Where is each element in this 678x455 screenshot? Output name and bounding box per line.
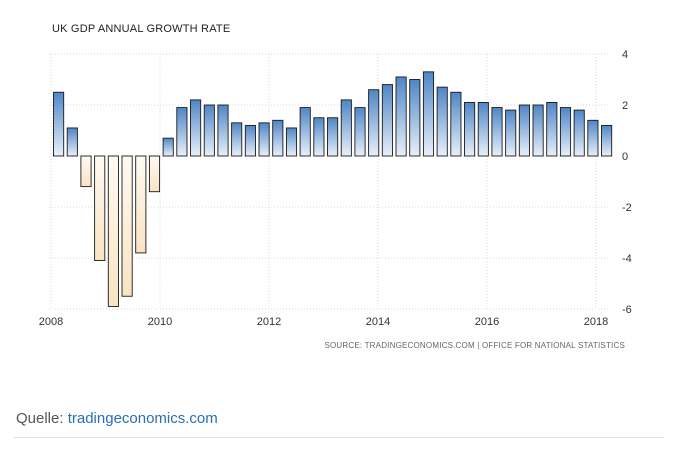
bar[interactable] — [464, 101, 476, 157]
bar[interactable] — [217, 104, 229, 157]
divider — [14, 437, 664, 438]
y-tick-label: 0 — [622, 151, 628, 163]
bar[interactable] — [299, 107, 311, 157]
chart-title: UK GDP ANNUAL GROWTH RATE — [52, 23, 231, 35]
chart-container: UK GDP ANNUAL GROWTH RATE 4 2 0 -2 -4 -6 2008 2… — [39, 23, 632, 350]
source-label: Quelle: — [16, 410, 68, 427]
source-link[interactable]: tradingeconomics.com — [67, 410, 218, 427]
y-tick-label: 4 — [622, 49, 628, 61]
bar[interactable] — [121, 155, 133, 297]
x-tick-label: 2012 — [257, 316, 281, 328]
y-tick-label: -4 — [622, 253, 632, 265]
source-caption: Quelle: tradingeconomics.com — [16, 410, 218, 427]
bar[interactable] — [573, 109, 585, 157]
x-tick-label: 2008 — [39, 316, 63, 328]
bar[interactable] — [546, 101, 558, 157]
bar[interactable] — [258, 122, 270, 157]
y-tick-label: 2 — [622, 100, 628, 112]
y-tick-label: -2 — [622, 202, 632, 214]
bar[interactable] — [162, 137, 174, 157]
bar[interactable] — [368, 89, 380, 157]
bar[interactable] — [409, 79, 421, 157]
bar[interactable] — [313, 117, 325, 157]
bar[interactable] — [477, 101, 489, 157]
chart-source: SOURCE: TRADINGECONOMICS.COM | OFFICE FO… — [324, 341, 625, 350]
bar[interactable] — [53, 91, 65, 157]
x-tick-label: 2016 — [475, 316, 499, 328]
bar[interactable] — [94, 155, 106, 262]
bar[interactable] — [231, 122, 243, 157]
bar[interactable] — [190, 99, 202, 157]
x-tick-label: 2010 — [148, 316, 172, 328]
bar[interactable] — [272, 119, 284, 157]
bar[interactable] — [354, 107, 366, 157]
bar[interactable] — [244, 124, 256, 157]
bar[interactable] — [587, 119, 599, 157]
bar[interactable] — [285, 127, 298, 157]
bar[interactable] — [422, 71, 435, 157]
bar[interactable] — [135, 155, 147, 254]
bar[interactable] — [532, 104, 544, 157]
bar[interactable] — [80, 155, 92, 188]
bar[interactable] — [491, 107, 503, 157]
bar[interactable] — [395, 76, 407, 157]
bar[interactable] — [203, 104, 215, 157]
y-tick-label: -6 — [622, 304, 632, 316]
bar[interactable] — [559, 107, 572, 157]
bar[interactable] — [436, 86, 448, 157]
bar[interactable] — [107, 155, 119, 307]
bar[interactable] — [381, 84, 393, 157]
bar[interactable] — [176, 107, 188, 157]
bar-chart: 4 2 0 -2 -4 -6 2008 2010 2012 2014 2016 2018 — [39, 49, 632, 328]
x-tick-label: 2014 — [366, 316, 390, 328]
bar[interactable] — [505, 109, 517, 157]
bar[interactable] — [450, 91, 462, 157]
bar[interactable] — [148, 155, 161, 193]
bar[interactable] — [327, 117, 339, 157]
bar[interactable] — [601, 124, 613, 157]
x-tick-label: 2018 — [584, 316, 608, 328]
bar[interactable] — [340, 99, 352, 157]
bar[interactable] — [518, 104, 530, 157]
bar[interactable] — [66, 127, 78, 157]
